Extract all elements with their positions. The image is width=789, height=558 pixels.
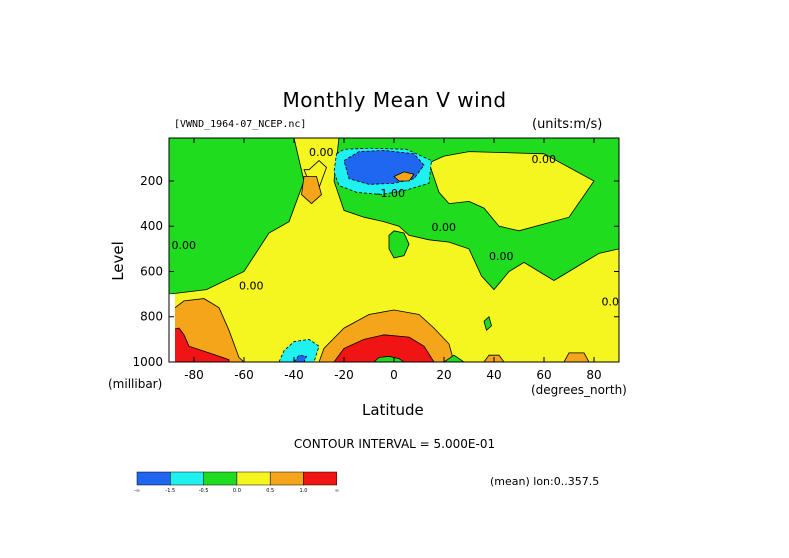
- colorbar-swatch: [269, 471, 304, 486]
- x-axis-unit: (degrees_north): [531, 383, 627, 397]
- x-tick-label: 80: [586, 368, 601, 382]
- x-tick-label: 60: [536, 368, 551, 382]
- colorbar-swatch: [170, 471, 204, 486]
- mean-info-text: (mean) lon:0..357.5: [490, 475, 600, 488]
- chart-title: Monthly Mean V wind: [282, 88, 507, 112]
- colorbar-label: -0.5: [199, 488, 209, 494]
- contour-region-orange: [563, 352, 590, 362]
- y-axis-unit: (millibar): [108, 377, 163, 391]
- colorbar-label: 1.0: [300, 488, 308, 494]
- colorbar-label: ∞: [335, 488, 339, 494]
- colorbar-label: -1.5: [165, 488, 175, 494]
- contour-region-red: [333, 334, 435, 362]
- contour-region-green: [169, 138, 305, 295]
- contour-label: 0.00: [239, 280, 264, 293]
- contour-region-orange: [301, 176, 322, 205]
- x-tick-label: 20: [436, 368, 451, 382]
- contour-label: 0.00: [532, 153, 557, 166]
- contour-label: 0.00: [172, 239, 197, 252]
- colorbar-label: 0.0: [233, 488, 241, 494]
- contour-interval-text: CONTOUR INTERVAL = 5.000E-01: [293, 437, 496, 451]
- colorbar-swatch: [236, 471, 271, 486]
- y-tick-label: 1000: [132, 355, 163, 369]
- x-tick-label: -60: [234, 368, 254, 382]
- x-tick-label: 0: [390, 368, 398, 382]
- y-tick-label: 600: [140, 264, 163, 278]
- contour-region-cyan: [278, 338, 320, 362]
- x-tick-label: -40: [284, 368, 304, 382]
- y-tick-label: 400: [140, 219, 163, 233]
- contour-region-green: [483, 315, 492, 332]
- colorbar-label: -∞: [134, 488, 140, 494]
- contour-region-blue: [293, 354, 308, 362]
- contour-region-orange: [393, 171, 415, 182]
- x-tick-label: 40: [486, 368, 501, 382]
- x-tick-label: -80: [184, 368, 204, 382]
- colorbar-label: 0.5: [266, 488, 274, 494]
- y-axis-label: Level: [108, 241, 127, 281]
- units-label: (units:m/s): [532, 117, 603, 132]
- colorbar: -∞ -1.5 -0.5 0.0 0.5 1.0 ∞: [134, 471, 339, 494]
- contour-region-yellow: [428, 151, 595, 232]
- file-label: [VWND_1964-07_NCEP.nc]: [174, 119, 307, 130]
- contour-region-green: [443, 354, 465, 362]
- contour-label: 0.00: [602, 295, 627, 308]
- colorbar-swatch: [303, 471, 338, 486]
- axes: -80 -60 -40 -20 0 20 40 60 80 200 400 600 800 1000: [132, 137, 620, 382]
- contour-label: 0.00: [309, 146, 334, 159]
- contour-label: -1.00: [377, 187, 405, 200]
- plot-area: 0.00 -1.00 0.00 0.00 0.00 0.00 0.00 0.00: [169, 138, 627, 362]
- contour-region-red: [169, 327, 230, 362]
- colorbar-swatch: [136, 471, 171, 486]
- missing-data-patch: [169, 294, 175, 362]
- y-tick-label: 200: [140, 174, 163, 188]
- contour-region-blue: [343, 149, 425, 185]
- contour-label: 0.00: [489, 250, 514, 263]
- y-tick-label: 800: [140, 310, 163, 324]
- x-tick-label: -20: [334, 368, 354, 382]
- x-axis-label: Latitude: [362, 401, 424, 419]
- colorbar-swatch: [203, 471, 238, 486]
- contour-region-green: [388, 230, 410, 259]
- contour-label: 0.00: [432, 221, 457, 234]
